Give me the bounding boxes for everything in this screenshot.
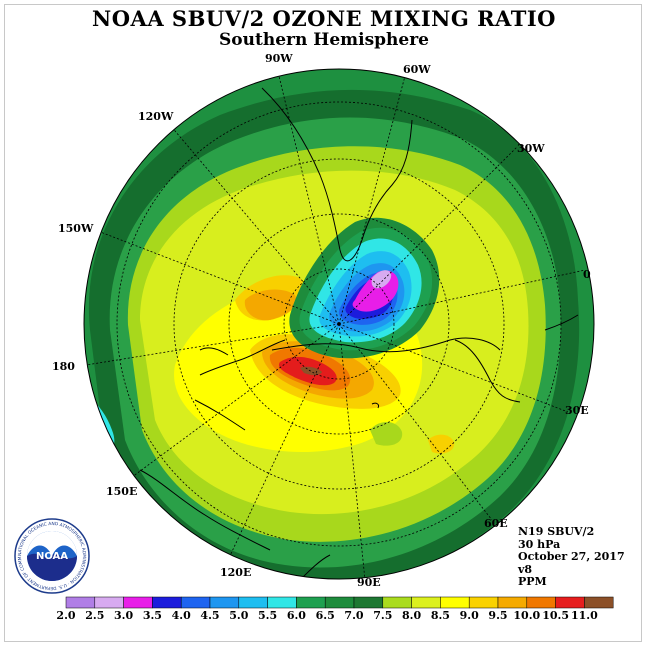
colorbar-tick-label: 5.5 (258, 609, 277, 622)
colorbar-swatch (94, 596, 124, 609)
africa-coast (454, 339, 521, 403)
colorbar-swatch (267, 596, 297, 609)
colorbar-swatch (238, 596, 268, 609)
info-satellite: N19 SBUV/2 (518, 525, 595, 538)
info-units: PPM (518, 575, 547, 588)
meridian-60w (338, 75, 406, 325)
colorbar-tick-label: 9.0 (460, 609, 479, 622)
colorbar-swatch (526, 596, 556, 609)
band-9-5-north (244, 289, 297, 321)
colorbar-swatch (555, 596, 585, 609)
lon-label-150e: 150E (106, 485, 137, 498)
meridian-90e (338, 323, 366, 579)
colorbar-tick-label: 7.5 (373, 609, 392, 622)
meridian-0 (338, 269, 586, 325)
hole-2-5 (371, 270, 392, 289)
logo-bird (27, 531, 77, 556)
colorbar-swatch (382, 596, 412, 609)
lon-label-120w: 120W (138, 110, 174, 123)
colorbar-swatch (584, 596, 614, 609)
colorbar-swatch (411, 596, 441, 609)
info-date: October 27, 2017 (518, 550, 625, 563)
lon-label-0: 0 (583, 268, 591, 281)
coastlines (139, 87, 579, 579)
island-1 (199, 347, 229, 356)
logo-text: NOAA (36, 551, 68, 562)
colorbar-tick-label: 5.0 (229, 609, 248, 622)
latitude-circle-3 (173, 158, 505, 490)
ross-coast (194, 399, 246, 431)
colorbar-tick-label: 2.0 (56, 609, 75, 622)
colorbar-tick-label: 2.5 (85, 609, 104, 622)
page-frame (4, 4, 642, 642)
colorbar-tick-label: 4.0 (172, 609, 191, 622)
meridian-30w (338, 146, 518, 325)
australia-coast (139, 469, 271, 551)
lon-label-60e: 60E (484, 517, 508, 530)
south-america-coast (261, 87, 413, 262)
logo-wave (27, 553, 77, 581)
lon-label-180: 180 (52, 360, 75, 373)
colorbar-tick-label: 7.0 (344, 609, 363, 622)
page-title: NOAA SBUV/2 OZONE MIXING RATIO (92, 6, 556, 31)
lon-label-90w: 90W (265, 52, 293, 65)
colorbar-swatch (209, 596, 240, 609)
meridian-30e (338, 323, 569, 413)
meridian-120e (227, 323, 340, 561)
colorbar-swatch (180, 596, 211, 609)
meridian-120w (163, 117, 340, 325)
info-version: v8 (518, 562, 533, 576)
band-11-0 (300, 366, 322, 376)
latitude-circles (116, 101, 562, 547)
colorbar: 2.0 2.5 3.0 3.5 4.0 4.5 5.0 5.5 6.0 6.5 7.0 7.5 8.0 8… (56, 596, 614, 622)
map-boundary (83, 68, 595, 580)
colorbar-swatch (497, 596, 528, 609)
lon-label-150w: 150W (58, 222, 94, 235)
meridians (84, 71, 586, 579)
lon-label-60w: 60W (403, 63, 431, 76)
colorbar-tick-label: 10.5 (542, 609, 569, 622)
latitude-circle-1 (283, 268, 395, 380)
colorbar-tick-label: 11.0 (571, 609, 598, 622)
lon-label-30w: 30W (517, 142, 545, 155)
latitude-circle-2 (228, 213, 450, 435)
info-block: N19 SBUV/2 30 hPa October 27, 2017 v8 PP… (518, 525, 625, 589)
ozone-field (84, 69, 594, 579)
colorbar-swatch (468, 596, 499, 609)
colorbar-tick-label: 10.0 (513, 609, 540, 622)
colorbar-tick-label: 6.0 (287, 609, 306, 622)
colorbar-tick-label: 8.5 (431, 609, 450, 622)
page-subtitle: Southern Hemisphere (219, 30, 429, 50)
info-level: 30 hPa (518, 537, 561, 551)
colorbar-swatch (353, 596, 384, 609)
colorbar-tick-label: 4.5 (200, 609, 219, 622)
band-8-0-patch (422, 364, 476, 405)
colorbar-swatch (65, 596, 96, 609)
meridian-60e (338, 323, 493, 521)
colorbar-swatch (440, 596, 470, 609)
colorbar-swatch (123, 596, 153, 609)
lon-label-90e: 90E (357, 576, 381, 589)
colorbar-tick-label: 6.5 (316, 609, 335, 622)
africa-tip (544, 314, 579, 331)
lon-label-120e: 120E (220, 566, 251, 579)
meridian-90w (277, 71, 340, 325)
latitude-circle-4 (116, 101, 562, 547)
colorbar-swatch (324, 596, 355, 609)
colorbar-tick-label: 3.0 (114, 609, 133, 622)
colorbar-tick-label: 8.0 (402, 609, 421, 622)
band-9-0-patch (428, 434, 455, 454)
island-2 (371, 402, 379, 409)
antarctica-coast-east (271, 337, 501, 353)
antarctica-coast-west (199, 339, 286, 376)
colorbar-swatch (296, 596, 326, 609)
meridian-150w (89, 227, 340, 325)
colorbar-tick-label: 3.5 (143, 609, 162, 622)
band-7-5-patch (370, 421, 403, 446)
noaa-logo: NATIONAL OCEANIC AND ATMOSPHERIC ADMINIS… (14, 518, 90, 594)
lon-label-30e: 30E (565, 404, 589, 417)
colorbar-swatch (152, 596, 182, 609)
colorbar-tick-label: 9.5 (488, 609, 507, 622)
